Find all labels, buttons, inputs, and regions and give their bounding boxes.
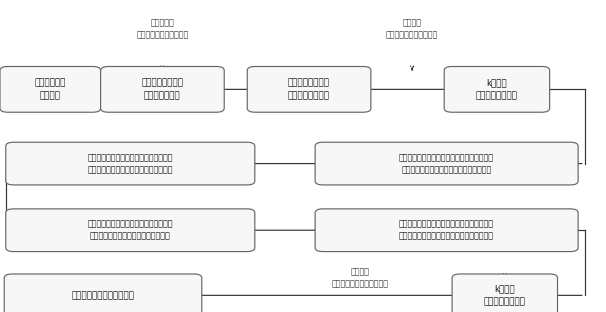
FancyBboxPatch shape: [0, 66, 101, 112]
FancyBboxPatch shape: [444, 66, 550, 112]
Text: k道次段
开始轧制规程计算: k道次段 开始轧制规程计算: [476, 79, 518, 100]
Text: 根据各道次厚度，按照轧制速度曲线、张
力表，确定道次轧制速度及出入口张力: 根据各道次厚度，按照轧制速度曲线、张 力表，确定道次轧制速度及出入口张力: [87, 220, 173, 241]
Text: 按中间退火参数确
定轧制规程道次段: 按中间退火参数确 定轧制规程道次段: [288, 79, 330, 100]
Text: k道次段
完成轧制规程计算: k道次段 完成轧制规程计算: [484, 285, 526, 306]
FancyBboxPatch shape: [101, 66, 224, 112]
Text: 依次完成
全部道次段的轧制规程计算: 依次完成 全部道次段的轧制规程计算: [332, 267, 389, 288]
Text: 完成此铝卷轧制规程的生成: 完成此铝卷轧制规程的生成: [72, 291, 135, 300]
FancyBboxPatch shape: [315, 142, 578, 185]
Text: 按铝卷材质
查询状态定义及曲线参数: 按铝卷材质 查询状态定义及曲线参数: [136, 18, 188, 39]
Text: 各道次按厚度、速度、张力等工艺参数计算规
程控制参数，并按机组力能参数进行校核修正: 各道次按厚度、速度、张力等工艺参数计算规 程控制参数，并按机组力能参数进行校核修…: [399, 220, 494, 241]
Text: 铝卷原料成品
参数读取: 铝卷原料成品 参数读取: [35, 79, 66, 100]
FancyBboxPatch shape: [247, 66, 371, 112]
Text: 依次进行
各道次段的轧制规程计算: 依次进行 各道次段的轧制规程计算: [386, 18, 438, 39]
Text: 根据段出入口厚度及段道次数，按压下率
曲线确定道次压下率比，计算各道次厚度: 根据段出入口厚度及段道次数，按压下率 曲线确定道次压下率比，计算各道次厚度: [87, 153, 173, 174]
FancyBboxPatch shape: [452, 274, 558, 312]
FancyBboxPatch shape: [315, 209, 578, 251]
FancyBboxPatch shape: [4, 274, 202, 312]
Text: 从段入口厚度开始，按压下率曲线依次计算下
道次厚度至小于段出口厚度，确定段道次数: 从段入口厚度开始，按压下率曲线依次计算下 道次厚度至小于段出口厚度，确定段道次数: [399, 153, 494, 174]
Text: 按成品状态定义确
定中间退火参数: 按成品状态定义确 定中间退火参数: [141, 79, 184, 100]
FancyBboxPatch shape: [5, 142, 255, 185]
FancyBboxPatch shape: [5, 209, 255, 251]
